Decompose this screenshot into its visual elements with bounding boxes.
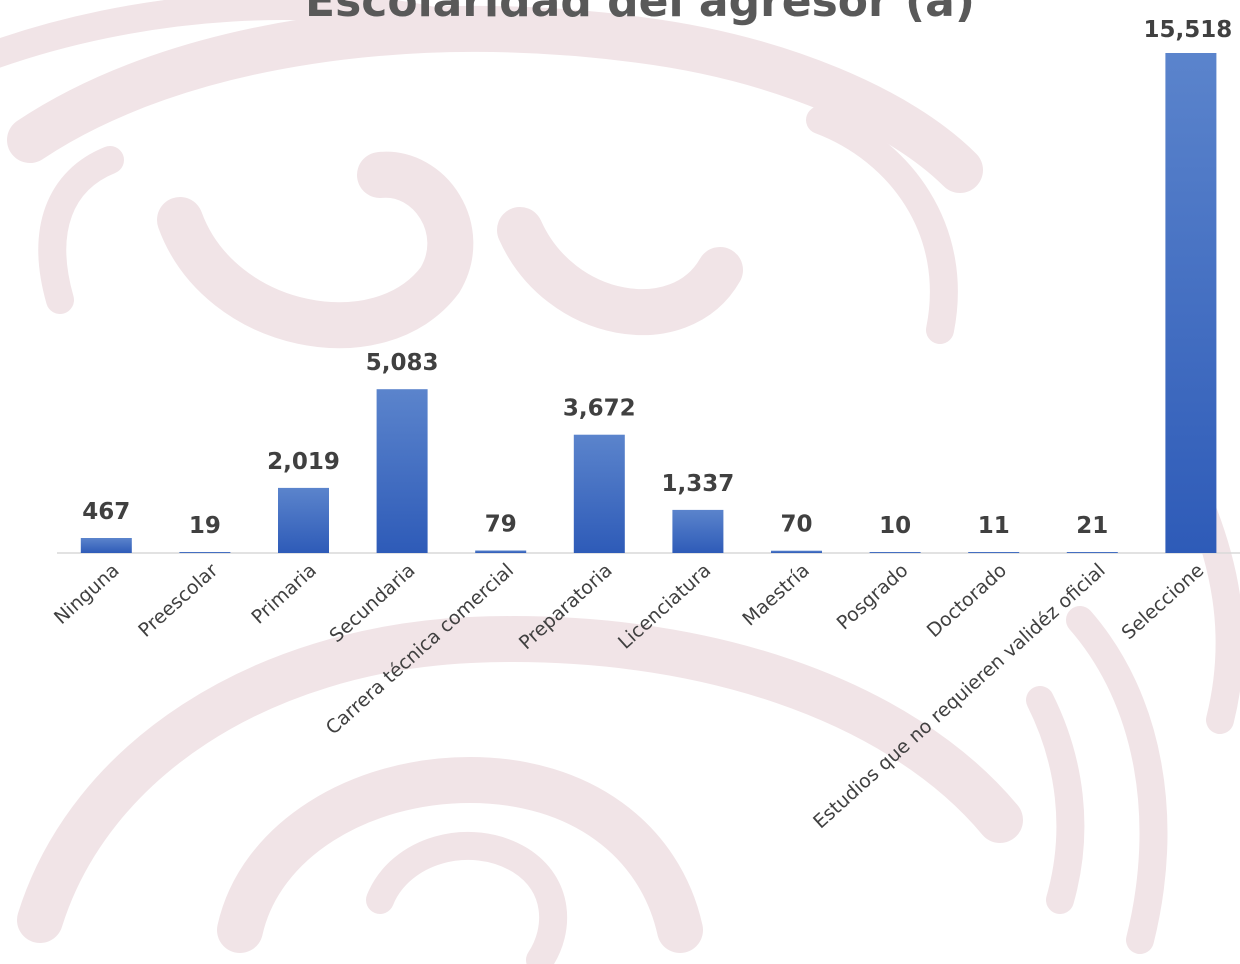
value-label-estudios-que-no-requieren-validez-oficial: 21 bbox=[1076, 513, 1108, 539]
bar-licenciatura bbox=[672, 509, 724, 553]
value-label-posgrado: 10 bbox=[879, 513, 911, 539]
value-label-preescolar: 19 bbox=[189, 513, 221, 539]
bar-doctorado bbox=[968, 552, 1020, 553]
bar-secundaria bbox=[376, 389, 428, 553]
value-label-doctorado: 11 bbox=[978, 513, 1010, 539]
category-label-maestria: Maestría bbox=[738, 559, 814, 630]
value-label-secundaria: 5,083 bbox=[366, 350, 439, 376]
chart-title: Escolaridad del agresor (a) bbox=[305, 0, 975, 27]
category-label-doctorado: Doctorado bbox=[923, 559, 1011, 642]
bar-estudios-que-no-requieren-validez-oficial bbox=[1066, 552, 1118, 553]
category-label-ninguna: Ninguna bbox=[50, 559, 124, 628]
value-labels-group: 467 19 2,019 5,083 79 3,672 1,337 70 10 11 21 15,51… bbox=[82, 17, 1232, 539]
bar-preparatoria bbox=[573, 434, 625, 553]
bar-posgrado bbox=[869, 552, 921, 553]
value-label-licenciatura: 1,337 bbox=[662, 471, 735, 497]
bar-primaria bbox=[278, 487, 329, 553]
value-label-ninguna: 467 bbox=[82, 499, 130, 525]
category-label-seleccione: Seleccione bbox=[1118, 559, 1209, 644]
value-label-primaria: 2,019 bbox=[267, 449, 340, 475]
bar-preescolar bbox=[179, 552, 231, 553]
category-label-primaria: Primaria bbox=[247, 559, 321, 628]
category-label-preescolar: Preescolar bbox=[134, 559, 222, 641]
bars-group bbox=[80, 53, 1217, 553]
category-label-posgrado: Posgrado bbox=[833, 559, 913, 634]
bar-carrera-tecnica-comercial bbox=[475, 550, 527, 553]
bar-ninguna bbox=[80, 538, 132, 553]
value-label-preparatoria: 3,672 bbox=[563, 396, 636, 422]
bar-maestria bbox=[771, 550, 822, 553]
value-label-carrera-tecnica-comercial: 79 bbox=[485, 512, 517, 538]
bar-seleccione bbox=[1165, 53, 1217, 553]
value-label-seleccione: 15,518 bbox=[1144, 17, 1233, 43]
value-label-maestria: 70 bbox=[780, 512, 812, 538]
